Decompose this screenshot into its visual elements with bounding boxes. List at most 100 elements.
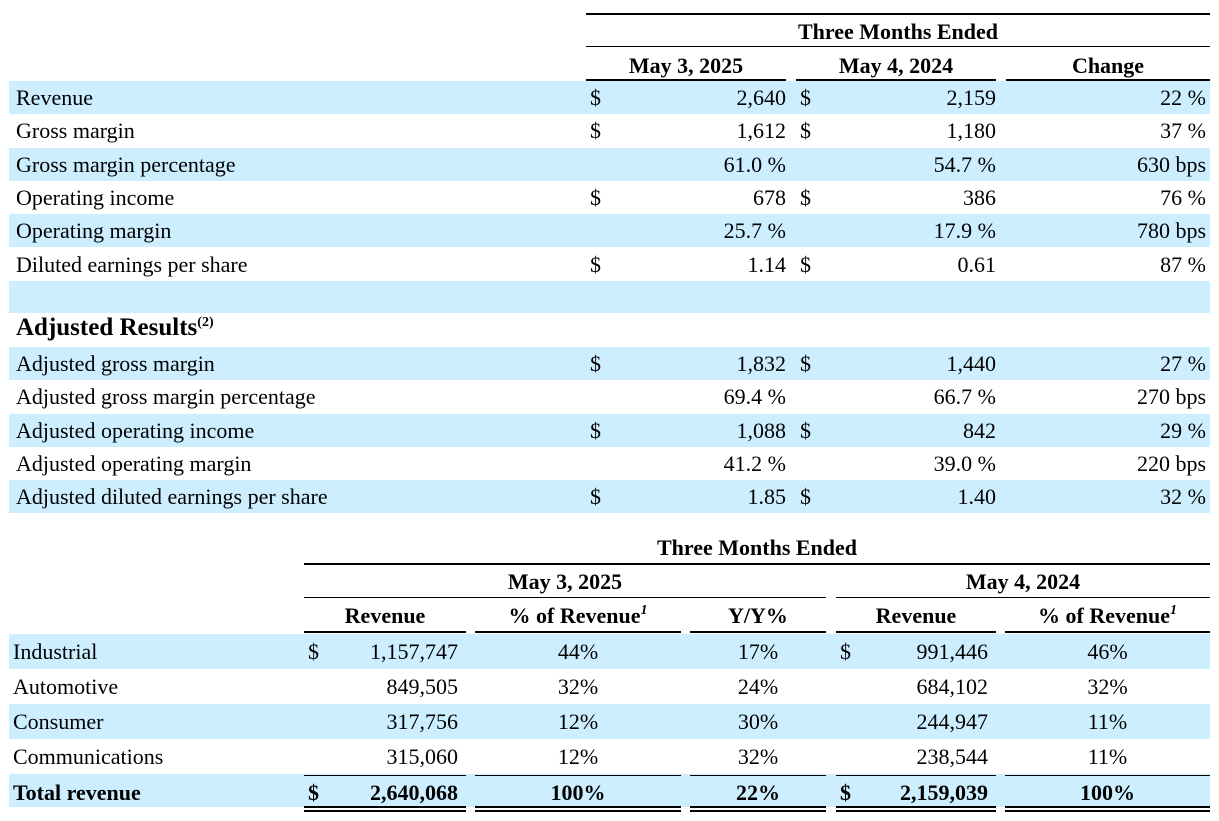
currency-2025: $ xyxy=(308,639,319,664)
value-2024: 1,180 xyxy=(946,118,997,143)
row-label: Adjusted operating margin xyxy=(16,451,252,476)
pct-2024: 11% xyxy=(1087,709,1128,734)
pct-2025: 32% xyxy=(557,674,599,699)
yy-change: 24% xyxy=(737,674,779,699)
col-rule-change xyxy=(1006,79,1210,81)
total-pct-2025: 100% xyxy=(550,780,606,805)
value-2024: 2,159 xyxy=(946,85,997,110)
rev-period-2025: May 3, 2025 xyxy=(507,569,623,594)
value-2025: 678 xyxy=(753,185,786,210)
pct-2025: 12% xyxy=(557,709,599,734)
row-label: Adjusted gross margin percentage xyxy=(16,384,316,409)
segment-label: Consumer xyxy=(13,709,104,734)
total-currency-2024: $ xyxy=(840,780,851,805)
rev-col-pct-2024: % of Revenue1 xyxy=(1038,603,1177,628)
row-label: Adjusted gross margin xyxy=(16,351,215,376)
total-double-rule xyxy=(475,806,681,812)
total-revenue-2024: 2,159,039 xyxy=(900,780,988,805)
value-change: 630 bps xyxy=(1136,152,1206,177)
currency-2024: $ xyxy=(800,351,811,376)
group-header-rule xyxy=(586,46,1210,47)
value-2025: 1.85 xyxy=(747,484,787,509)
rev-col-pct-2025: % of Revenue1 xyxy=(508,603,648,628)
total-currency-2025: $ xyxy=(308,780,319,805)
row-band xyxy=(9,214,1210,247)
header-top-rule xyxy=(586,13,1210,15)
value-2025: 1,088 xyxy=(736,418,787,443)
yy-change: 17% xyxy=(737,639,779,664)
value-change: 29 % xyxy=(1160,418,1206,443)
revenue-2025: 315,060 xyxy=(386,744,459,769)
segment-label: Automotive xyxy=(13,674,119,699)
rev-col-rule xyxy=(1005,631,1210,633)
revenue-2025: 1,157,747 xyxy=(370,639,458,664)
total-top-rule xyxy=(475,775,681,776)
currency-2024: $ xyxy=(800,118,811,143)
currency-2024: $ xyxy=(800,252,811,277)
rev-col-yy: Y/Y% xyxy=(728,603,788,628)
row-label: Gross margin percentage xyxy=(16,152,236,177)
col-header-2024: May 4, 2024 xyxy=(838,53,954,78)
rev-period-rule-2024 xyxy=(836,597,1210,598)
value-2025: 1,832 xyxy=(736,351,787,376)
pct-2024: 46% xyxy=(1087,639,1128,664)
value-2024: 39.0 % xyxy=(933,451,996,476)
spacer-band xyxy=(9,281,1210,313)
adjusted-results-heading: Adjusted Results(2) xyxy=(16,314,214,341)
value-2025: 25.7 % xyxy=(723,218,786,243)
total-top-rule xyxy=(1005,775,1210,776)
pct-2025: 44% xyxy=(557,639,599,664)
pct-2024: 32% xyxy=(1087,674,1128,699)
currency-2024: $ xyxy=(840,639,851,664)
value-change: 220 bps xyxy=(1136,451,1206,476)
yy-change: 30% xyxy=(737,709,779,734)
total-pct-2024: 100% xyxy=(1080,780,1135,805)
value-2024: 842 xyxy=(963,418,996,443)
rev-col-revenue-2025: Revenue xyxy=(344,603,426,628)
row-label: Adjusted diluted earnings per share xyxy=(16,484,328,509)
row-band xyxy=(9,704,1210,739)
rev-col-revenue-2024: Revenue xyxy=(875,603,957,628)
rev-col-rule xyxy=(475,631,681,633)
rev-col-rule xyxy=(304,631,466,633)
currency-2025: $ xyxy=(590,418,601,443)
total-revenue-2025: 2,640,068 xyxy=(370,780,458,805)
row-label: Operating income xyxy=(16,185,175,210)
total-double-rule xyxy=(836,806,996,812)
row-label: Operating margin xyxy=(16,218,172,243)
value-2025: 1,612 xyxy=(736,118,787,143)
total-top-rule xyxy=(304,775,466,776)
value-change: 87 % xyxy=(1160,252,1206,277)
revenue-2025: 849,505 xyxy=(386,674,459,699)
rev-group-header: Three Months Ended xyxy=(656,535,858,560)
total-label: Total revenue xyxy=(13,780,141,805)
revenue-2024: 244,947 xyxy=(916,709,989,734)
col-header-change: Change xyxy=(1071,53,1145,78)
revenue-2024: 991,446 xyxy=(916,639,989,664)
total-top-rule xyxy=(690,775,826,776)
currency-2025: $ xyxy=(590,252,601,277)
value-change: 270 bps xyxy=(1136,384,1206,409)
currency-2025: $ xyxy=(590,484,601,509)
currency-2024: $ xyxy=(800,185,811,210)
total-double-rule xyxy=(690,806,826,812)
pct-2024: 11% xyxy=(1087,744,1128,769)
row-label: Revenue xyxy=(16,85,93,110)
row-label: Adjusted operating income xyxy=(16,418,255,443)
segment-label: Industrial xyxy=(13,639,98,664)
total-top-rule xyxy=(836,775,996,776)
value-2025: 69.4 % xyxy=(723,384,786,409)
segment-label: Communications xyxy=(13,744,164,769)
value-2024: 17.9 % xyxy=(933,218,996,243)
rev-period-rule-2025 xyxy=(304,597,826,598)
currency-2025: $ xyxy=(590,185,601,210)
value-2024: 54.7 % xyxy=(933,152,996,177)
value-change: 22 % xyxy=(1160,85,1206,110)
value-2025: 2,640 xyxy=(736,85,787,110)
value-2024: 66.7 % xyxy=(933,384,996,409)
currency-2025: $ xyxy=(590,85,601,110)
value-change: 780 bps xyxy=(1136,218,1206,243)
value-2024: 1.40 xyxy=(957,484,997,509)
col-rule-2024 xyxy=(796,79,996,81)
total-double-rule xyxy=(1005,806,1210,812)
